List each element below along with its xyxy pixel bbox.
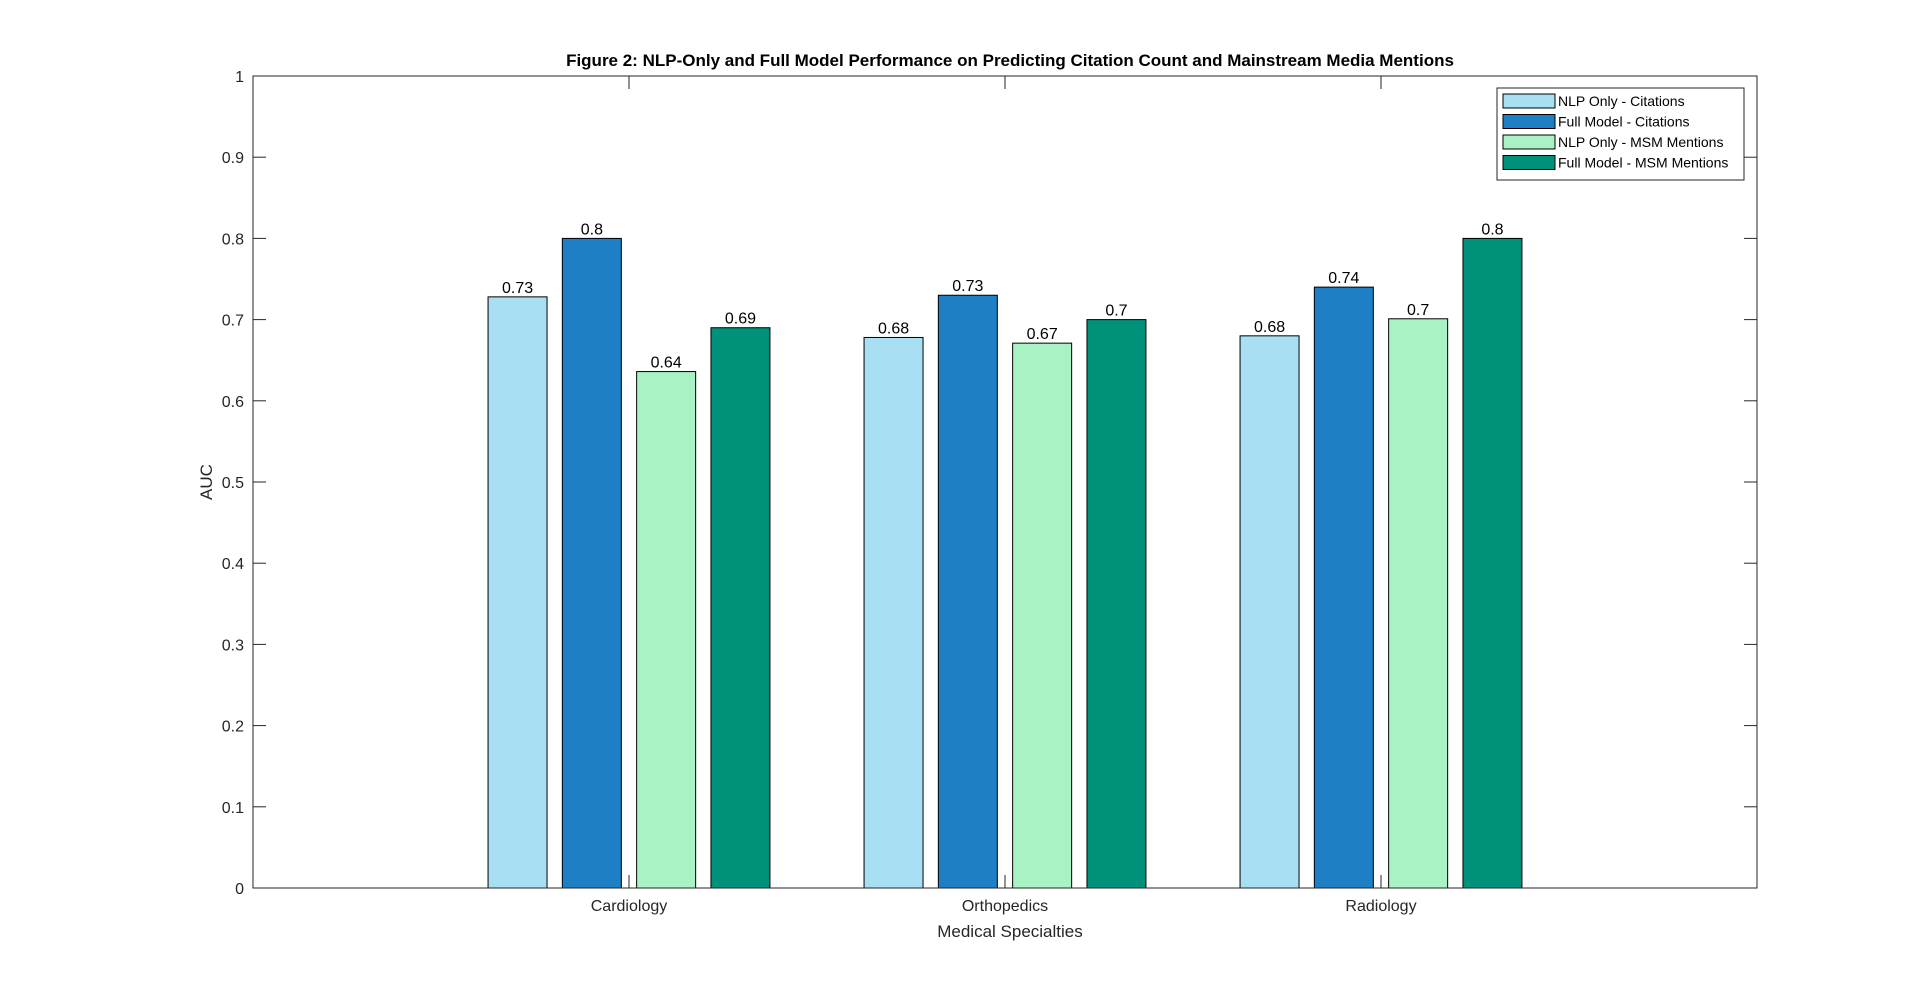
y-tick-label: 0.3 xyxy=(222,637,244,654)
x-tick-label-cardiology: Cardiology xyxy=(591,898,667,915)
legend-entry-label: NLP Only - Citations xyxy=(1558,93,1685,109)
bar-orthopedics-series-4 xyxy=(1086,319,1147,889)
legend-swatch xyxy=(1502,114,1556,129)
legend-swatch xyxy=(1502,155,1556,170)
bar-cardiology-series-4 xyxy=(710,327,771,889)
bar-radiology-series-1 xyxy=(1239,335,1300,889)
y-tick-label: 0.5 xyxy=(222,475,244,492)
bar-radiology-series-3 xyxy=(1388,318,1449,889)
legend-swatch xyxy=(1502,93,1556,109)
y-tick-label: 0.2 xyxy=(222,719,244,736)
data-label: 0.64 xyxy=(651,355,682,372)
data-label: 0.7 xyxy=(1407,302,1429,319)
bars-layer xyxy=(487,237,1523,889)
ticks-layer xyxy=(253,75,1757,889)
y-tick-label: 0.4 xyxy=(222,556,244,573)
data-label: 0.67 xyxy=(1027,326,1058,343)
y-tick-label: 1 xyxy=(235,69,244,86)
y-tick-label: 0.8 xyxy=(222,231,244,248)
bar-orthopedics-series-1 xyxy=(863,336,924,889)
y-tick-label: 0.1 xyxy=(222,800,244,817)
y-axis-label: AUC xyxy=(197,464,216,500)
data-label: 0.68 xyxy=(1254,319,1285,336)
data-label: 0.8 xyxy=(581,221,603,238)
plot-area-frame xyxy=(252,75,1758,889)
y-tick-label: 0.9 xyxy=(222,150,244,167)
legend-swatch xyxy=(1502,134,1556,150)
bar-cardiology-series-1 xyxy=(487,296,548,889)
legend-entry-label: NLP Only - MSM Mentions xyxy=(1558,134,1723,150)
data-label: 0.7 xyxy=(1105,303,1127,320)
x-tick-label-orthopedics: Orthopedics xyxy=(962,898,1048,915)
y-tick-label: 0.6 xyxy=(222,394,244,411)
chart-title: Figure 2: NLP-Only and Full Model Perfor… xyxy=(566,51,1454,70)
bar-cardiology-series-2 xyxy=(561,237,622,889)
bar-radiology-series-2 xyxy=(1313,286,1374,889)
x-axis-label: Medical Specialties xyxy=(937,922,1083,941)
legend-entry-label: Full Model - MSM Mentions xyxy=(1558,155,1728,171)
y-tick-label: 0.7 xyxy=(222,313,244,330)
legend-entry-label: Full Model - Citations xyxy=(1558,114,1690,130)
data-label: 0.69 xyxy=(725,311,756,328)
bar-orthopedics-series-2 xyxy=(937,294,998,889)
data-label: 0.73 xyxy=(502,280,533,297)
labels-layer: 0 0.1 0.2 0.3 0.4 0.5 0.6 0.7 0.8 0.9 1 Cardiology O… xyxy=(222,69,1504,915)
bar-radiology-series-4 xyxy=(1462,237,1523,889)
data-label: 0.73 xyxy=(952,278,983,295)
bar-orthopedics-series-3 xyxy=(1012,342,1073,889)
y-tick-label: 0 xyxy=(235,881,244,898)
data-label: 0.8 xyxy=(1481,221,1503,238)
data-label: 0.68 xyxy=(878,320,909,337)
data-label: 0.74 xyxy=(1328,270,1359,287)
x-tick-label-radiology: Radiology xyxy=(1345,898,1416,915)
legend: NLP Only - Citations Full Model - Citatio… xyxy=(1496,87,1745,181)
bar-cardiology-series-3 xyxy=(636,371,697,889)
